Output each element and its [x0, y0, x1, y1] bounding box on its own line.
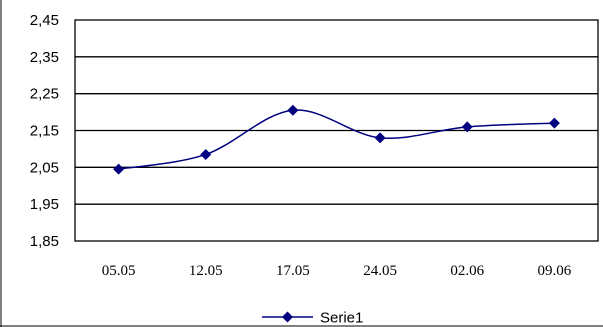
x-tick-label: 05.05 — [102, 263, 136, 279]
legend: Serie1 — [262, 310, 363, 327]
x-axis-tick-labels: 05.05 12.05 17.05 24.05 02.06 09.06 — [102, 263, 572, 279]
data-point-marker — [374, 132, 386, 144]
legend-marker-serie1 — [282, 311, 293, 323]
x-tick-label: 09.06 — [538, 263, 572, 279]
y-gridlines — [75, 56, 598, 205]
plot-area-border — [74, 19, 599, 242]
data-point-marker — [200, 148, 212, 160]
y-axis-tick-labels: 1,85 1,95 2,05 2,15 2,25 2,35 2,45 — [30, 12, 59, 250]
x-tick-label: 12.05 — [189, 263, 223, 279]
y-tick-label: 2,25 — [30, 86, 59, 103]
y-tick-label: 1,95 — [30, 196, 59, 213]
series-markers-serie1 — [113, 104, 560, 175]
series-line-serie1 — [118, 109, 555, 170]
data-point-marker — [461, 121, 473, 133]
x-tick-label: 24.05 — [363, 263, 397, 279]
legend-label-serie1: Serie1 — [320, 310, 363, 327]
data-point-marker — [287, 104, 299, 116]
y-tick-label: 1,85 — [30, 233, 59, 250]
x-tick-label: 17.05 — [276, 263, 310, 279]
y-tick-label: 2,05 — [30, 159, 59, 176]
y-tick-label: 2,35 — [30, 49, 59, 66]
data-point-marker — [113, 163, 125, 175]
y-tick-label: 2,15 — [30, 123, 59, 140]
x-tick-label: 02.06 — [450, 263, 484, 279]
data-point-marker — [548, 117, 560, 129]
y-tick-label: 2,45 — [30, 12, 59, 29]
